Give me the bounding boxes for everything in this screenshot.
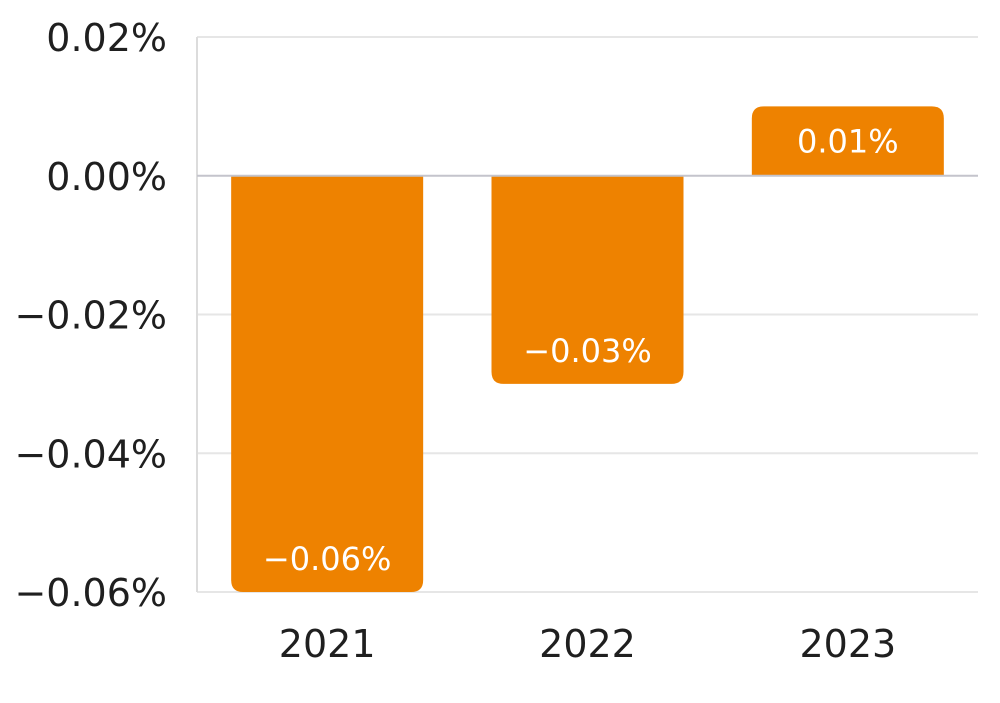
x-tick-label: 2021 <box>279 622 376 666</box>
y-tick-label: −0.06% <box>14 571 167 615</box>
x-tick-label: 2022 <box>539 622 636 666</box>
bars <box>231 106 944 592</box>
y-tick-label: −0.04% <box>14 432 167 476</box>
x-axis-tick-labels: 2021 2022 2023 <box>279 622 896 666</box>
axes <box>196 37 978 592</box>
x-tick-label: 2023 <box>799 622 896 666</box>
data-label: −0.06% <box>263 540 391 578</box>
bar-2022 <box>491 175 684 384</box>
data-label: −0.03% <box>523 332 651 370</box>
y-tick-label: 0.00% <box>46 155 167 199</box>
data-label: 0.01% <box>797 122 899 160</box>
bar-2021 <box>231 175 424 592</box>
y-tick-label: −0.02% <box>14 294 167 338</box>
y-tick-label: 0.02% <box>46 16 167 60</box>
bar-2023 <box>751 106 944 176</box>
y-axis-tick-labels: 0.02% 0.00% −0.02% −0.04% −0.06% <box>14 16 167 615</box>
data-labels: −0.06% −0.03% 0.01% <box>263 122 899 578</box>
